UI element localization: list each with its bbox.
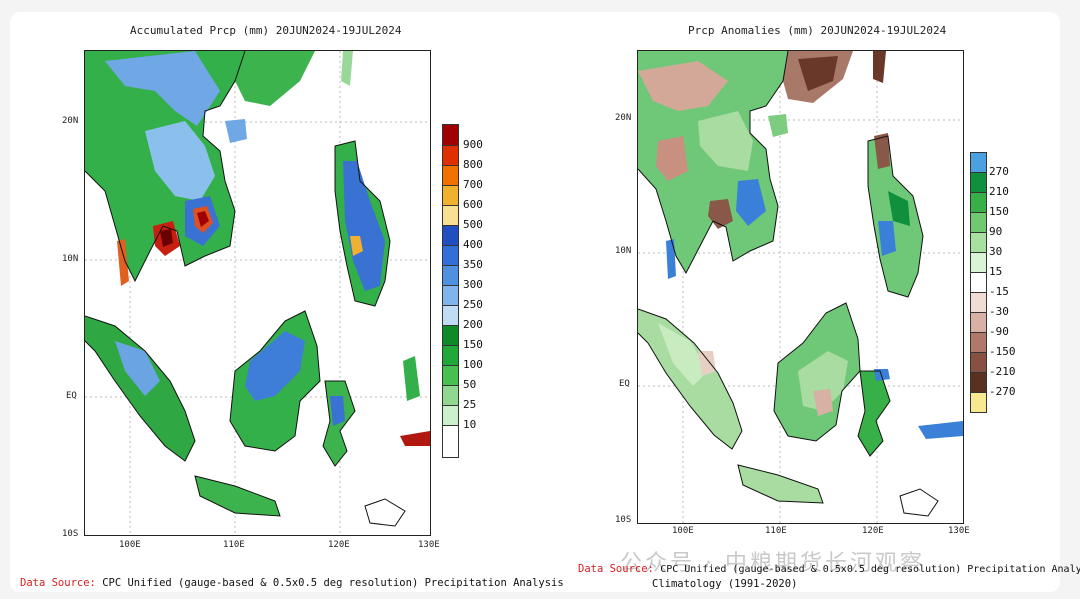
left-source-text: CPC Unified (gauge-based & 0.5x0.5 deg r…: [102, 577, 564, 589]
left-legend-label: 800: [463, 158, 483, 171]
right-lon-label-130e: 130E: [948, 526, 970, 536]
right-legend-swatch: [970, 352, 987, 373]
right-legend-label: 150: [989, 205, 1009, 218]
left-legend-swatch: [442, 205, 459, 226]
left-legend-swatch: [442, 124, 459, 146]
left-legend-swatch: [442, 365, 459, 386]
left-legend-label: 900: [463, 138, 483, 151]
right-legend-swatch: [970, 172, 987, 193]
left-precip-map: [84, 50, 431, 536]
right-legend-label: -150: [989, 345, 1016, 358]
left-lat-label-eq: EQ: [66, 391, 77, 401]
left-legend-swatch: [442, 305, 459, 326]
right-legend-swatch: [970, 372, 987, 393]
left-lat-label-10s: 10S: [62, 529, 79, 539]
right-legend-swatch: [970, 312, 987, 333]
right-data-source: Data Source: CPC Unified (gauge-based & …: [578, 563, 1080, 575]
right-legend-label: 30: [989, 245, 1003, 258]
left-map-canvas: [85, 51, 430, 535]
left-legend-label: 25: [463, 398, 477, 411]
left-legend-swatch: [442, 185, 459, 206]
left-legend-swatch: [442, 225, 459, 246]
left-legend-swatch: [442, 325, 459, 346]
right-legend-swatch: [970, 192, 987, 213]
right-legend-swatch: [970, 232, 987, 253]
left-source-label: Data Source:: [20, 577, 96, 589]
right-source-text: CPC Unified (gauge-based & 0.5x0.5 deg r…: [660, 564, 1080, 575]
right-lon-label-120e: 120E: [862, 526, 884, 536]
right-anomaly-map: [637, 50, 964, 524]
left-legend-label: 600: [463, 198, 483, 211]
right-legend-label: -30: [989, 305, 1009, 318]
right-legend-swatch: [970, 292, 987, 313]
right-climatology: Climatology (1991-2020): [652, 578, 797, 590]
watermark: 公众号 · 中粮期货长河观察: [620, 551, 925, 576]
right-lat-label-eq: EQ: [619, 379, 630, 389]
left-legend-swatch: [442, 165, 459, 186]
left-legend-swatch: [442, 405, 459, 426]
right-map-title: Prcp Anomalies (mm) 20JUN2024-19JUL2024: [688, 24, 947, 37]
left-legend-label: 250: [463, 298, 483, 311]
right-legend-swatch: [970, 252, 987, 273]
right-legend-label: 90: [989, 225, 1003, 238]
left-legend-label: 350: [463, 258, 483, 271]
right-legend-swatch: [970, 272, 987, 293]
left-legend-swatch: [442, 425, 459, 458]
right-legend-swatch: [970, 392, 987, 413]
left-legend-label: 50: [463, 378, 477, 391]
left-legend-label: 10: [463, 418, 477, 431]
left-legend-swatch: [442, 145, 459, 166]
left-legend-label: 500: [463, 218, 483, 231]
right-lat-label-20n: 20N: [615, 113, 632, 123]
left-lon-label-110e: 110E: [223, 540, 245, 550]
right-map-canvas: [638, 51, 963, 523]
right-legend-label: 270: [989, 165, 1009, 178]
right-legend-label: 210: [989, 185, 1009, 198]
left-legend-label: 150: [463, 338, 483, 351]
left-legend-swatch: [442, 345, 459, 366]
left-lon-label-120e: 120E: [328, 540, 350, 550]
left-lat-label-10n: 10N: [62, 254, 79, 264]
left-legend-swatch: [442, 285, 459, 306]
right-legend-swatch: [970, 332, 987, 353]
right-legend-label: -270: [989, 385, 1016, 398]
right-legend-label: 15: [989, 265, 1003, 278]
right-legend-label: -90: [989, 325, 1009, 338]
left-data-source: Data Source: CPC Unified (gauge-based & …: [20, 577, 564, 589]
right-legend-label: -15: [989, 285, 1009, 298]
right-lat-label-10s: 10S: [615, 515, 632, 525]
left-lon-label-130e: 130E: [418, 540, 440, 550]
left-lat-label-20n: 20N: [62, 116, 79, 126]
left-map-title: Accumulated Prcp (mm) 20JUN2024-19JUL202…: [130, 24, 402, 37]
right-lon-label-110e: 110E: [765, 526, 787, 536]
right-legend-swatch: [970, 152, 987, 173]
left-legend-label: 300: [463, 278, 483, 291]
left-legend-swatch: [442, 245, 459, 266]
right-lon-label-100e: 100E: [672, 526, 694, 536]
left-legend-label: 400: [463, 238, 483, 251]
left-legend-label: 100: [463, 358, 483, 371]
left-legend-swatch: [442, 385, 459, 406]
right-source-label: Data Source:: [578, 563, 654, 575]
right-legend-label: -210: [989, 365, 1016, 378]
right-climatology-text: Climatology (1991-2020): [652, 578, 798, 590]
left-legend-label: 700: [463, 178, 483, 191]
left-lon-label-100e: 100E: [119, 540, 141, 550]
right-lat-label-10n: 10N: [615, 246, 632, 256]
left-legend-label: 200: [463, 318, 483, 331]
left-legend-swatch: [442, 265, 459, 286]
right-legend-swatch: [970, 212, 987, 233]
